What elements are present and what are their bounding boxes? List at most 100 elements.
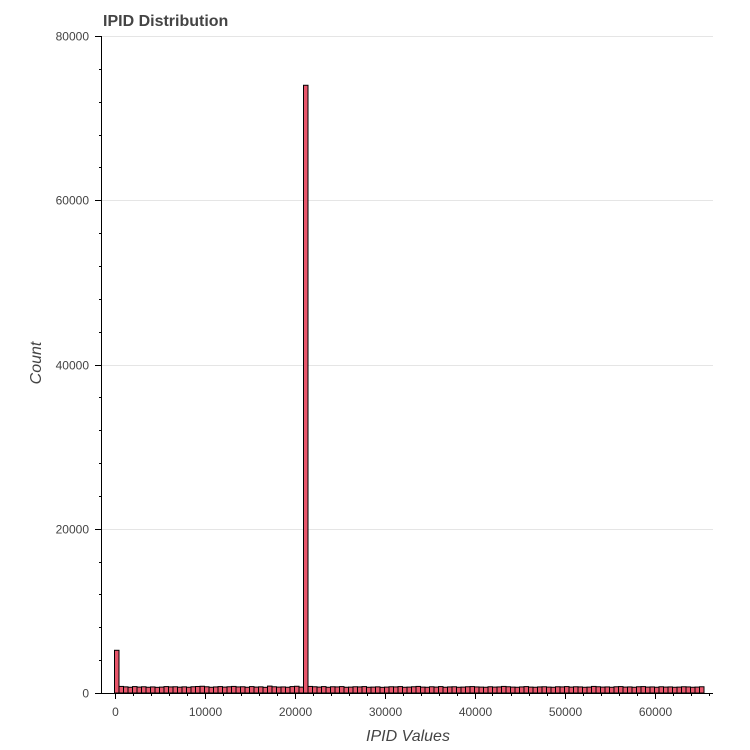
histogram-bar [645, 686, 651, 694]
chart-title: IPID Distribution [103, 13, 228, 30]
histogram-bar [636, 686, 642, 694]
histogram-bar [586, 686, 592, 694]
histogram-bar [118, 685, 124, 694]
x-tick-label: 0 [112, 705, 119, 719]
histogram-bar [411, 686, 417, 694]
x-tick-label: 60000 [639, 705, 673, 719]
histogram-bar [685, 686, 691, 694]
histogram-bar [145, 686, 151, 694]
histogram-bar [537, 686, 543, 694]
histogram-bar [181, 686, 187, 694]
histogram-bar [244, 686, 250, 694]
histogram-bar [343, 686, 349, 694]
y-tick-label: 0 [82, 687, 89, 701]
histogram-bar [613, 686, 619, 694]
histogram-bar [568, 686, 574, 694]
x-tick-label: 40000 [459, 705, 493, 719]
histogram-bar [415, 685, 421, 694]
histogram-bar [460, 686, 466, 694]
histogram-bar [474, 686, 480, 694]
x-axis-label: IPID Values [366, 728, 450, 745]
histogram-bar [676, 686, 682, 694]
histogram-bar [654, 686, 660, 694]
histogram-bar [339, 686, 345, 694]
histogram-bar [190, 686, 196, 694]
histogram-bar [478, 686, 484, 694]
histogram-bar [600, 686, 606, 694]
histogram-bar [172, 686, 178, 694]
histogram-bar [429, 686, 435, 694]
histogram-bar [447, 686, 453, 694]
histogram-bar [307, 685, 313, 694]
histogram-bar [667, 686, 673, 694]
histogram-bar [420, 686, 426, 694]
histogram-bar [213, 686, 219, 694]
histogram-bar [573, 686, 579, 694]
histogram-bar [402, 686, 408, 694]
histogram-bar [132, 686, 138, 694]
histogram-bar [658, 686, 664, 694]
histogram-bar [649, 686, 655, 694]
histogram-bar [325, 686, 331, 694]
histogram-bar [258, 686, 264, 694]
x-tick-label: 50000 [549, 705, 583, 719]
histogram-bar [366, 686, 372, 694]
histogram-bar [433, 686, 439, 694]
histogram-bar [591, 685, 597, 694]
histogram-bar [361, 686, 367, 694]
histogram-bar [285, 686, 291, 694]
histogram-bar [451, 686, 457, 694]
histogram-bar [618, 686, 624, 694]
histogram-bar [406, 686, 412, 694]
x-tick-label: 30000 [369, 705, 403, 719]
grid-lines [101, 36, 713, 694]
histogram-bar [321, 686, 327, 694]
histogram-bar [631, 686, 637, 694]
histogram-bar [694, 686, 700, 694]
histogram-bar [496, 686, 502, 694]
histogram-bar [483, 686, 489, 694]
histogram-bar [141, 686, 147, 694]
histogram-bar [514, 686, 520, 694]
histogram-bar [150, 686, 156, 694]
histogram-bar [204, 686, 210, 694]
histogram-bar [397, 686, 403, 694]
histogram-bar [348, 686, 354, 694]
histogram-bar [424, 686, 430, 694]
histogram-bar [267, 685, 273, 694]
histogram-bar [294, 685, 300, 694]
histogram-bar [604, 686, 610, 694]
histogram-bar [582, 686, 588, 694]
histogram-bar [298, 686, 304, 694]
histogram-bar [280, 686, 286, 694]
histogram-bar [276, 686, 282, 694]
histogram-bar [312, 686, 318, 694]
x-tick-label: 20000 [279, 705, 313, 719]
histogram-bar [217, 686, 223, 694]
histogram-bar [564, 686, 570, 694]
histogram-bar [699, 686, 705, 694]
histogram-bar [681, 686, 687, 694]
histogram-bar [334, 686, 340, 694]
histogram-bar [123, 686, 129, 694]
axes: 0 20000 40000 60000 80000 0 10000 20000 30000 400… [56, 30, 713, 719]
histogram-bar [672, 686, 678, 694]
histogram-bar [177, 686, 183, 694]
histogram-bar [231, 685, 237, 694]
histogram-bar [222, 686, 228, 694]
histogram-bar [541, 686, 547, 694]
y-tick-label: 40000 [56, 359, 90, 373]
histogram-bar [393, 686, 399, 694]
y-tick-label: 60000 [56, 194, 90, 208]
histogram-bar [271, 686, 277, 694]
histogram-bar [370, 686, 376, 694]
histogram-bar [442, 686, 448, 694]
histogram-bar [663, 686, 669, 694]
histogram-bar [384, 686, 390, 694]
histogram-bar [303, 84, 309, 694]
histogram-bar [577, 686, 583, 694]
histogram-bar [501, 685, 507, 694]
histogram-bar [546, 686, 552, 694]
histogram-bar [154, 686, 160, 694]
